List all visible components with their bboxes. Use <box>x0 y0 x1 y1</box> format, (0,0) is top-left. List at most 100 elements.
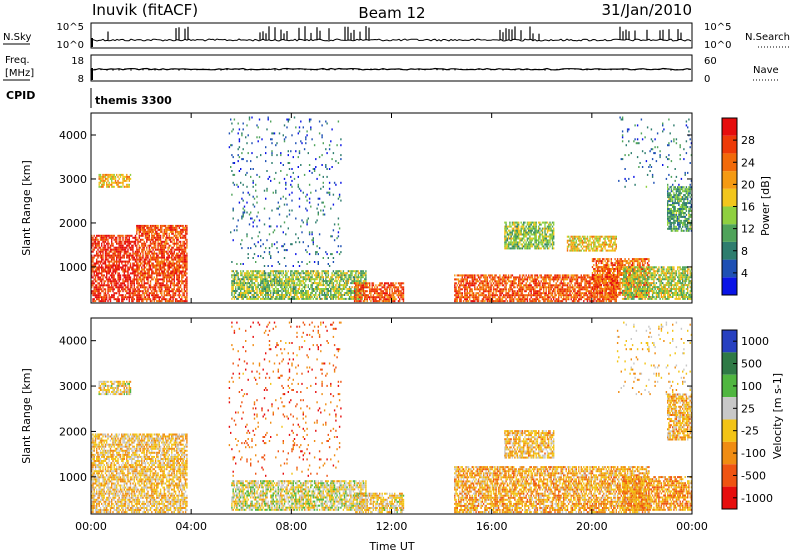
heatmap-cell <box>339 286 340 288</box>
heatmap-cell <box>516 298 517 300</box>
heatmap-cell <box>126 180 127 182</box>
nave-point <box>142 69 143 70</box>
heatmap-cell <box>140 261 141 263</box>
heatmap-cell <box>161 259 162 261</box>
heatmap-cell <box>111 288 112 290</box>
heatmap-cell <box>161 225 162 227</box>
heatmap-cell <box>155 282 156 284</box>
heatmap-cell <box>320 278 321 280</box>
heatmap-cell <box>509 280 510 282</box>
heatmap-cell <box>180 255 181 257</box>
heatmap-cell <box>251 290 252 292</box>
heatmap-cell <box>131 292 132 294</box>
heatmap-cell <box>130 243 131 245</box>
heatmap-cell <box>170 274 171 276</box>
heatmap-cell <box>96 286 97 288</box>
heatmap-cell <box>119 274 120 276</box>
heatmap-cell <box>184 259 185 261</box>
heatmap-cell <box>582 278 583 280</box>
heatmap-cell <box>161 278 162 280</box>
heatmap-cell <box>369 288 370 290</box>
heatmap-cell <box>285 290 286 292</box>
heatmap-cell <box>339 290 340 292</box>
heatmap-cell <box>507 278 508 280</box>
heatmap-cell <box>494 284 495 286</box>
heatmap-cell <box>156 276 157 278</box>
heatmap-cell <box>382 294 383 296</box>
heatmap-cell <box>320 290 321 292</box>
heatmap-cell <box>356 292 357 294</box>
heatmap-cell <box>114 235 115 237</box>
heatmap-cell <box>117 176 118 178</box>
nave-point <box>568 68 569 69</box>
heatmap-cell <box>182 269 183 271</box>
heatmap-cell <box>310 294 311 296</box>
heatmap-cell <box>160 300 161 302</box>
heatmap-cell <box>246 282 247 284</box>
nave-point <box>364 69 365 70</box>
heatmap-cell <box>485 280 486 282</box>
heatmap-cell <box>107 184 108 186</box>
heatmap-cell <box>174 229 175 231</box>
heatmap-cell <box>464 286 465 288</box>
nave-point <box>106 69 107 70</box>
heatmap-cell <box>499 288 500 290</box>
heatmap-cell <box>131 241 132 243</box>
heatmap-cell <box>141 267 142 269</box>
heatmap-cell <box>577 276 578 278</box>
heatmap-cell <box>157 259 158 261</box>
heatmap-cell <box>326 298 327 300</box>
heatmap-cell <box>245 282 246 284</box>
heatmap-cell <box>584 294 585 296</box>
heatmap-cell <box>261 276 262 278</box>
heatmap-cell <box>475 278 476 280</box>
heatmap-cell <box>380 288 381 290</box>
heatmap-cell <box>161 282 162 284</box>
heatmap-cell <box>263 288 264 290</box>
heatmap-cell <box>95 296 96 298</box>
heatmap-cell <box>125 271 126 273</box>
heatmap-cell <box>156 296 157 298</box>
heatmap-cell <box>364 280 365 282</box>
heatmap-cell <box>109 235 110 237</box>
heatmap-cell <box>286 280 287 282</box>
heatmap-cell <box>181 272 182 274</box>
heatmap-cell <box>135 272 136 274</box>
heatmap-cell <box>165 269 166 271</box>
heatmap-cell <box>156 253 157 255</box>
heatmap-cell <box>320 292 321 294</box>
heatmap-cell <box>120 282 121 284</box>
heatmap-cell <box>174 257 175 259</box>
heatmap-cell <box>139 296 140 298</box>
heatmap-cell <box>99 243 100 245</box>
heatmap-cell <box>290 294 291 296</box>
heatmap-cell <box>279 276 280 278</box>
heatmap-cell <box>166 265 167 267</box>
heatmap-cell <box>516 292 517 294</box>
heatmap-cell <box>139 231 140 233</box>
heatmap-cell <box>504 282 505 284</box>
heatmap-cell <box>326 276 327 278</box>
heatmap-cell <box>165 274 166 276</box>
heatmap-cell <box>233 290 234 292</box>
heatmap-cell <box>149 284 150 286</box>
heatmap-cell <box>107 278 108 280</box>
heatmap-cell <box>164 265 165 267</box>
heatmap-cell <box>294 294 295 296</box>
heatmap-cell <box>141 235 142 237</box>
heatmap-cell <box>528 284 529 286</box>
heatmap-cell <box>577 290 578 292</box>
heatmap-cell <box>116 282 117 284</box>
heatmap-cell <box>132 278 133 280</box>
heatmap-cell <box>513 276 514 278</box>
heatmap-cell <box>597 300 598 302</box>
heatmap-cell <box>249 296 250 298</box>
heatmap-cell <box>364 282 365 284</box>
heatmap-cell <box>114 292 115 294</box>
heatmap-cell <box>250 290 251 292</box>
heatmap-cell <box>502 276 503 278</box>
heatmap-cell <box>356 294 357 296</box>
heatmap-cell <box>334 286 335 288</box>
heatmap-cell <box>244 294 245 296</box>
nave-point <box>352 69 353 70</box>
